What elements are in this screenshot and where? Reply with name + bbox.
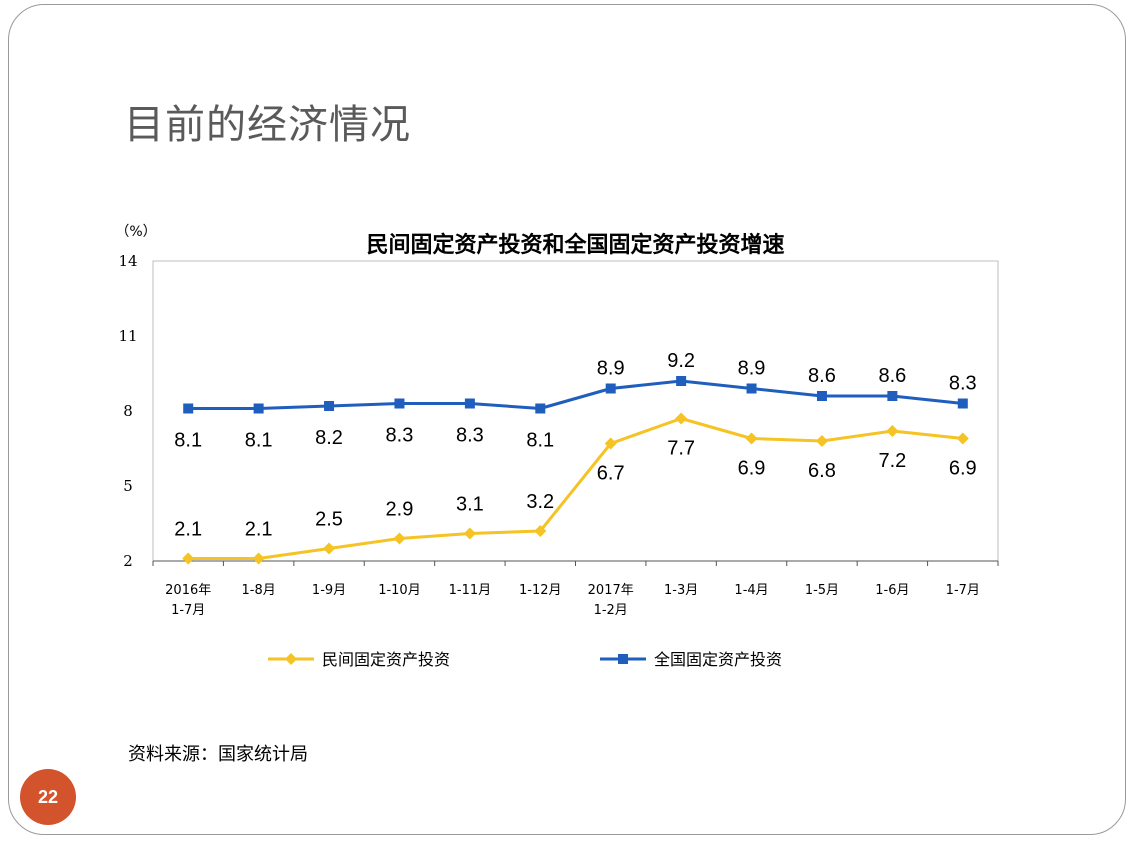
data-point-square <box>816 391 827 401</box>
data-point-square <box>605 383 616 394</box>
data-label: 8.3 <box>949 373 977 395</box>
data-point-square <box>535 403 546 414</box>
data-point-diamond <box>815 435 828 447</box>
data-point-diamond <box>675 412 688 425</box>
data-point-square <box>957 398 968 409</box>
legend-marker-square <box>618 654 628 664</box>
data-label: 3.1 <box>456 494 484 516</box>
data-label: 8.9 <box>597 358 625 380</box>
x-tick-label: 2016年 <box>165 583 211 598</box>
slide-frame <box>8 4 1126 835</box>
y-tick-label: 11 <box>118 327 137 345</box>
data-point-square <box>324 401 335 411</box>
x-tick-label: 1-10月 <box>378 583 421 598</box>
page-number-badge: 22 <box>20 769 76 825</box>
data-point-diamond <box>323 542 336 555</box>
data-point-diamond <box>252 552 265 565</box>
x-tick-label: 2017年 <box>588 583 634 598</box>
x-tick-label: 1-8月 <box>242 583 276 598</box>
data-point-square <box>464 398 475 409</box>
y-tick-label: 5 <box>123 477 133 495</box>
data-label: 9.2 <box>667 350 695 372</box>
data-label: 8.1 <box>526 430 554 452</box>
data-label: 7.2 <box>878 450 906 472</box>
y-tick-label: 2 <box>123 552 133 570</box>
data-label: 8.2 <box>315 427 343 449</box>
x-tick-label: 1-9月 <box>312 583 346 598</box>
x-tick-label: 1-7月 <box>171 603 205 618</box>
source-note: 资料来源：国家统计局 <box>128 744 308 765</box>
y-tick-label: 8 <box>123 402 133 420</box>
data-label: 8.3 <box>456 425 484 447</box>
data-label: 6.8 <box>808 460 836 482</box>
x-tick-label: 1-6月 <box>875 583 909 598</box>
legend-label: 民间固定资产投资 <box>322 650 450 669</box>
y-tick-label: 14 <box>118 252 137 270</box>
data-point-square <box>183 403 194 414</box>
series-line <box>188 379 963 410</box>
x-tick-label: 1-11月 <box>449 583 492 598</box>
slide-title: 目前的经济情况 <box>124 102 411 148</box>
series-line <box>188 417 963 560</box>
data-label: 2.5 <box>315 509 343 531</box>
x-tick-label: 1-7月 <box>946 583 980 598</box>
data-label: 6.7 <box>597 463 625 485</box>
x-tick-label: 1-3月 <box>664 583 698 598</box>
data-label: 6.9 <box>949 458 977 480</box>
x-tick-label: 1-2月 <box>594 603 628 618</box>
x-tick-label: 1-5月 <box>805 583 839 598</box>
data-point-diamond <box>534 525 547 537</box>
data-label: 8.6 <box>808 365 836 387</box>
data-point-diamond <box>745 432 758 445</box>
data-label: 7.7 <box>667 438 695 460</box>
legend-label: 全国固定资产投资 <box>654 650 782 669</box>
y-axis-unit: （%） <box>115 224 156 240</box>
x-tick-label: 1-4月 <box>734 583 768 598</box>
data-label: 8.3 <box>386 425 414 447</box>
data-label: 3.2 <box>526 491 554 513</box>
plot-area-frame <box>152 260 999 562</box>
legend-marker-diamond <box>285 653 297 665</box>
data-point-square <box>394 398 405 409</box>
data-label: 2.9 <box>386 499 414 521</box>
data-point-diamond <box>182 552 195 565</box>
data-point-square <box>887 391 898 401</box>
data-point-square <box>746 383 757 394</box>
x-tick-label: 1-12月 <box>519 583 562 598</box>
data-label: 8.9 <box>738 358 766 380</box>
data-label: 2.1 <box>174 519 202 541</box>
data-label: 8.1 <box>174 430 202 452</box>
data-label: 6.9 <box>738 458 766 480</box>
data-label: 8.1 <box>245 430 273 452</box>
data-label: 2.1 <box>245 519 273 541</box>
data-point-diamond <box>956 432 969 445</box>
data-point-diamond <box>604 437 617 450</box>
data-point-square <box>253 403 264 414</box>
data-point-square <box>676 376 687 386</box>
data-label: 8.6 <box>878 365 906 387</box>
data-point-diamond <box>393 532 406 545</box>
data-point-diamond <box>886 425 899 437</box>
chart-title: 民间固定资产投资和全国固定资产投资增速 <box>366 232 784 258</box>
data-point-diamond <box>463 527 476 540</box>
